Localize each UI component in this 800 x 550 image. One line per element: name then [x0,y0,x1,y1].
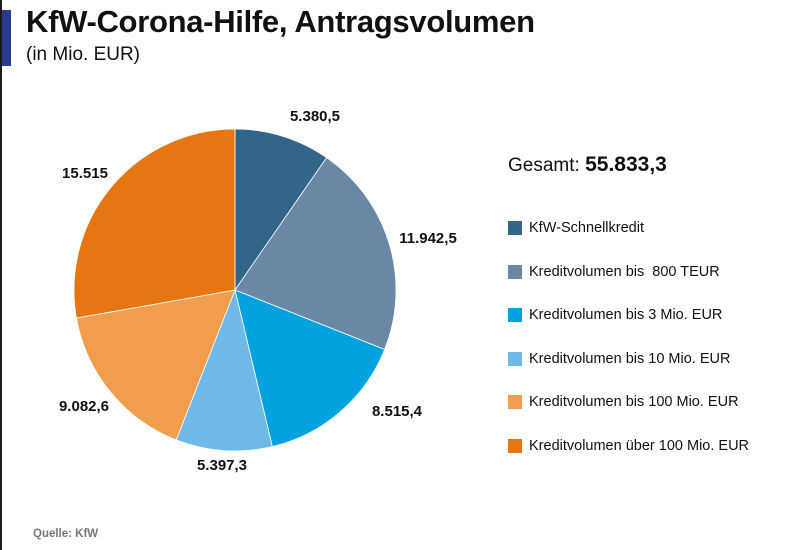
slice-value-label: 8.515,4 [372,403,423,420]
total-label: Gesamt: [508,155,580,176]
slice-value-label: 11.942,5 [399,230,457,247]
slice-value-label: 5.397,3 [197,457,247,474]
source-note: Quelle: KfW [33,528,99,540]
legend-item: Kreditvolumen bis 100 Mio. EUR [508,392,749,412]
legend-item: Kreditvolumen bis 3 Mio. EUR [508,305,749,325]
legend-label: Kreditvolumen bis 100 Mio. EUR [529,394,739,410]
pie-slice [175,288,273,452]
pie-slice [75,289,236,441]
left-rule [0,0,2,550]
pie-slice [234,157,397,351]
legend-label: Kreditvolumen über 100 Mio. EUR [529,437,750,454]
slice-value-label: 5.380,5 [290,108,340,125]
legend-label: KfW-Schnellkredit [529,220,644,236]
legend-item: Kreditvolumen bis 10 Mio. EUR [508,349,749,369]
total-summary: Gesamt: 55.833,3 [508,153,667,177]
legend-item: Kreditvolumen bis 800 TEUR [508,262,749,282]
slice-value-label: 15.515 [62,165,108,182]
title-accent-bar [2,10,11,66]
legend-swatch [508,395,522,409]
legend-swatch [508,351,522,366]
slice-value-label: 9.082,6 [59,398,109,415]
legend-label: Kreditvolumen bis 10 Mio. EUR [529,350,731,367]
pie-slice [234,289,386,448]
chart-subtitle: (in Mio. EUR) [26,44,141,65]
legend-item: Kreditvolumen über 100 Mio. EUR [508,436,749,456]
legend: KfW-Schnellkredit Kreditvolumen bis 800 … [508,218,749,479]
legend-item: KfW-Schnellkredit [508,218,749,238]
pie-slice [234,128,328,292]
legend-swatch [508,221,522,235]
legend-swatch [508,264,522,279]
legend-label: Kreditvolumen bis 800 TEUR [529,263,720,280]
legend-swatch [508,438,522,453]
legend-swatch [508,308,522,322]
chart-title: KfW-Corona-Hilfe, Antragsvolumen [26,4,535,39]
total-value: 55.833,3 [585,153,667,176]
legend-label: Kreditvolumen bis 3 Mio. EUR [529,307,723,323]
pie-slice [73,128,236,319]
